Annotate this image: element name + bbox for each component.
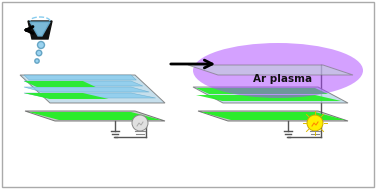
Circle shape: [38, 42, 44, 49]
Polygon shape: [196, 95, 341, 101]
Ellipse shape: [193, 43, 363, 98]
Polygon shape: [24, 87, 149, 92]
Polygon shape: [196, 88, 328, 94]
Polygon shape: [24, 81, 96, 87]
Polygon shape: [25, 111, 165, 121]
Circle shape: [35, 59, 39, 63]
Polygon shape: [30, 22, 50, 36]
Polygon shape: [29, 112, 161, 120]
Polygon shape: [24, 93, 109, 99]
Polygon shape: [28, 21, 52, 39]
Polygon shape: [20, 75, 165, 103]
Circle shape: [307, 115, 323, 131]
Text: Ar plasma: Ar plasma: [253, 74, 312, 84]
Circle shape: [36, 50, 42, 56]
Polygon shape: [201, 112, 345, 120]
Polygon shape: [198, 111, 348, 121]
Circle shape: [132, 115, 148, 131]
Polygon shape: [24, 93, 156, 98]
Polygon shape: [24, 81, 143, 86]
Polygon shape: [193, 87, 348, 103]
Polygon shape: [188, 65, 353, 75]
Polygon shape: [24, 75, 136, 80]
